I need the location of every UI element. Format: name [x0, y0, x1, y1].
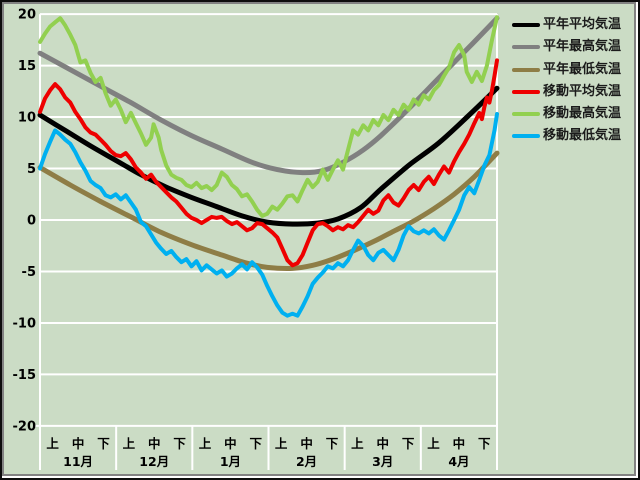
month-label: 4月: [448, 454, 469, 469]
y-axis-label: 15: [18, 59, 36, 74]
legend-label-moving-min: 移動最低気温: [543, 128, 622, 144]
period-label: 中: [376, 436, 389, 451]
period-label: 中: [148, 436, 161, 451]
moving-mean-line-swatch: [512, 89, 540, 94]
legend-item-moving-mean: 移動平均気温: [512, 83, 622, 99]
period-label: 上: [199, 436, 212, 451]
month-label: 12月: [139, 454, 169, 469]
legend: 平年平均気温 平年最高気温 平年最低気温 移動平均気温 移動最高気温: [512, 18, 621, 143]
period-label: 中: [453, 436, 466, 451]
normal-max-line-swatch: [512, 45, 540, 50]
series-line-5: [38, 112, 499, 318]
legend-label-normal-max: 平年最高気温: [543, 39, 622, 55]
legend-label-moving-mean: 移動平均気温: [543, 83, 622, 99]
month-label: 11月: [63, 454, 93, 469]
series-line-3: [38, 58, 499, 268]
legend-label-moving-max: 移動最高気温: [543, 106, 622, 122]
period-label: 上: [427, 436, 440, 451]
legend-item-normal-min: 平年最低気温: [512, 61, 622, 77]
series-line-2: [37, 150, 500, 271]
period-label: 上: [123, 436, 136, 451]
month-label: 2月: [296, 454, 317, 469]
y-axis-label: -10: [13, 316, 37, 331]
period-label: 中: [72, 436, 85, 451]
normal-min-line-swatch: [512, 67, 540, 72]
y-axis-label: 5: [27, 162, 36, 177]
period-label: 下: [250, 436, 263, 451]
period-label: 下: [173, 436, 186, 451]
series-line-0: [37, 85, 500, 227]
legend-item-moving-max: 移動最高気温: [512, 107, 621, 121]
normal-mean-line-swatch: [512, 23, 540, 27]
period-label: 上: [275, 436, 288, 451]
y-axis-label: 0: [27, 214, 36, 229]
period-label: 中: [224, 436, 237, 451]
period-label: 下: [97, 436, 110, 451]
period-label: 下: [326, 436, 339, 451]
y-axis-label: -15: [13, 368, 37, 383]
y-axis-label: 20: [18, 8, 36, 23]
period-label: 下: [478, 436, 491, 451]
moving-max-line-swatch: [512, 112, 540, 117]
y-axis-label: 10: [18, 111, 36, 126]
period-label: 下: [402, 436, 415, 451]
moving-min-line-swatch: [512, 134, 540, 139]
chart-area: 20 15 10 5 0 -5 -10 -15 -20 上中下 11月上中下 12月上中下 1月上中下 2…: [2, 2, 636, 476]
series-line-4: [38, 15, 499, 218]
legend-item-normal-max: 平年最高気温: [512, 40, 621, 54]
legend-item-moving-min: 移動最低気温: [512, 129, 621, 143]
period-label: 上: [46, 436, 59, 451]
month-label: 3月: [372, 454, 393, 469]
legend-label-normal-mean: 平年平均気温: [543, 17, 622, 32]
period-label: 中: [300, 436, 313, 451]
month-label: 1月: [220, 454, 241, 469]
legend-label-normal-min: 平年最低気温: [543, 61, 622, 77]
legend-item-normal-mean: 平年平均気温: [512, 18, 621, 32]
temperature-chart: 20151050-5-10-15-20上中下11月上中下12月上中下1月上中下2…: [13, 8, 500, 470]
period-label: 上: [351, 436, 364, 451]
y-axis-label: -5: [22, 265, 36, 280]
y-axis-label: -20: [13, 419, 37, 434]
